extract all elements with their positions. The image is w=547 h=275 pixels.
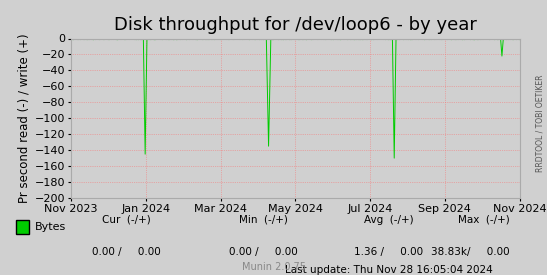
Text: Min  (-/+): Min (-/+) <box>238 215 287 225</box>
Y-axis label: Pr second read (-) / write (+): Pr second read (-) / write (+) <box>18 34 31 203</box>
Text: Last update: Thu Nov 28 16:05:04 2024: Last update: Thu Nov 28 16:05:04 2024 <box>285 265 493 275</box>
Text: Bytes: Bytes <box>34 222 66 232</box>
Text: Cur  (-/+): Cur (-/+) <box>102 215 151 225</box>
Text: 0.00 /     0.00: 0.00 / 0.00 <box>229 246 298 257</box>
Text: Avg  (-/+): Avg (-/+) <box>364 215 414 225</box>
Text: Max  (-/+): Max (-/+) <box>458 215 510 225</box>
Text: 0.00 /     0.00: 0.00 / 0.00 <box>92 246 161 257</box>
Text: 38.83k/     0.00: 38.83k/ 0.00 <box>431 246 510 257</box>
Text: RRDTOOL / TOBI OETIKER: RRDTOOL / TOBI OETIKER <box>536 75 544 172</box>
FancyBboxPatch shape <box>16 220 30 234</box>
Text: Munin 2.0.75: Munin 2.0.75 <box>241 262 306 272</box>
Text: 1.36 /     0.00: 1.36 / 0.00 <box>354 246 423 257</box>
Title: Disk throughput for /dev/loop6 - by year: Disk throughput for /dev/loop6 - by year <box>114 16 477 34</box>
